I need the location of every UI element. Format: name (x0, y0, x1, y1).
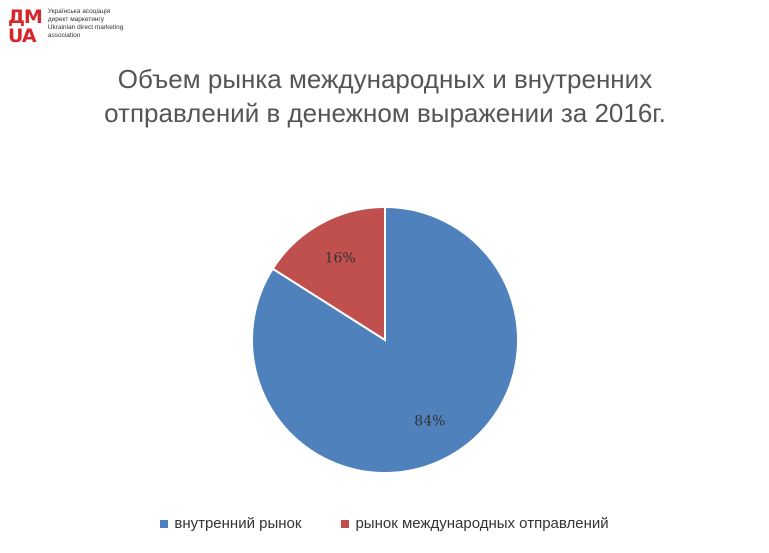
data-label: 16% (325, 250, 356, 266)
logo-line: директ маркетингу (47, 16, 105, 23)
legend: внутренний рынок рынок международных отпр… (0, 515, 769, 532)
legend-item: внутренний рынок (160, 515, 301, 532)
chart-title: Объем рынка международных и внутренних о… (104, 64, 666, 128)
logo: ДМ UA Українська асоціація директ маркет… (8, 8, 123, 46)
legend-label: рынок международных отправлений (355, 515, 609, 532)
logo-line: Ukrainian direct marketing (47, 24, 124, 31)
pie-slice (271, 205, 386, 342)
logo-mark-top: ДМ (8, 6, 43, 28)
data-label: 84% (414, 414, 445, 430)
logo-line: Українська асоціація (47, 8, 111, 15)
legend-swatch (160, 519, 169, 528)
logo-mark: ДМ UA (8, 6, 43, 47)
logo-mark-bottom: UA (8, 25, 37, 47)
legend-item: рынок международных отправлений (341, 515, 609, 532)
logo-line: association (47, 32, 81, 39)
legend-swatch (341, 519, 350, 528)
logo-text: Українська асоціація директ маркетингу U… (48, 8, 124, 46)
legend-label: внутренний рынок (174, 515, 302, 532)
